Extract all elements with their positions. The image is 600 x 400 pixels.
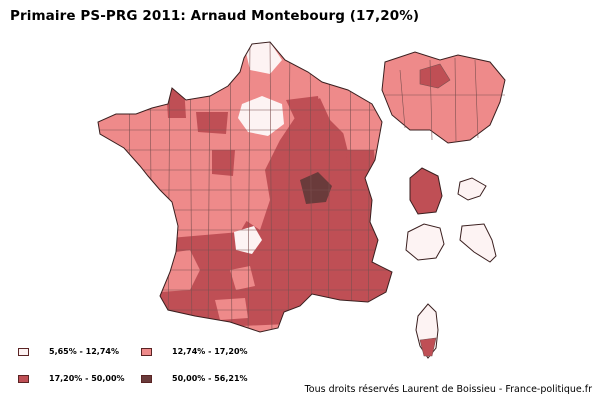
metropolitan-france — [97, 41, 393, 333]
legend-item-3: 17,20% - 50,00% — [18, 374, 125, 383]
legend-swatch-4 — [141, 374, 152, 383]
legend-label-3: 17,20% - 50,00% — [49, 374, 125, 383]
legend-swatch-2 — [141, 347, 152, 356]
corsica — [415, 303, 439, 359]
legend-swatch-1 — [18, 347, 29, 356]
guyane-inset — [405, 223, 445, 261]
credits-text: Tous droits réservés Laurent de Boissieu… — [304, 384, 592, 395]
legend-label-2: 12,74% - 17,20% — [172, 347, 248, 356]
legend-label-4: 50,00% - 56,21% — [172, 374, 248, 383]
martinique-inset — [457, 177, 487, 201]
guadeloupe-inset — [409, 167, 443, 215]
legend-item-1: 5,65% - 12,74% — [18, 347, 119, 356]
map-title: Primaire PS-PRG 2011: Arnaud Montebourg … — [10, 8, 420, 24]
legend-item-2: 12,74% - 17,20% — [141, 347, 248, 356]
legend-label-1: 5,65% - 12,74% — [49, 347, 119, 356]
legend-swatch-3 — [18, 374, 29, 383]
reunion-inset — [459, 223, 497, 263]
paris-region-inset — [381, 51, 506, 144]
legend-item-4: 50,00% - 56,21% — [141, 374, 248, 383]
